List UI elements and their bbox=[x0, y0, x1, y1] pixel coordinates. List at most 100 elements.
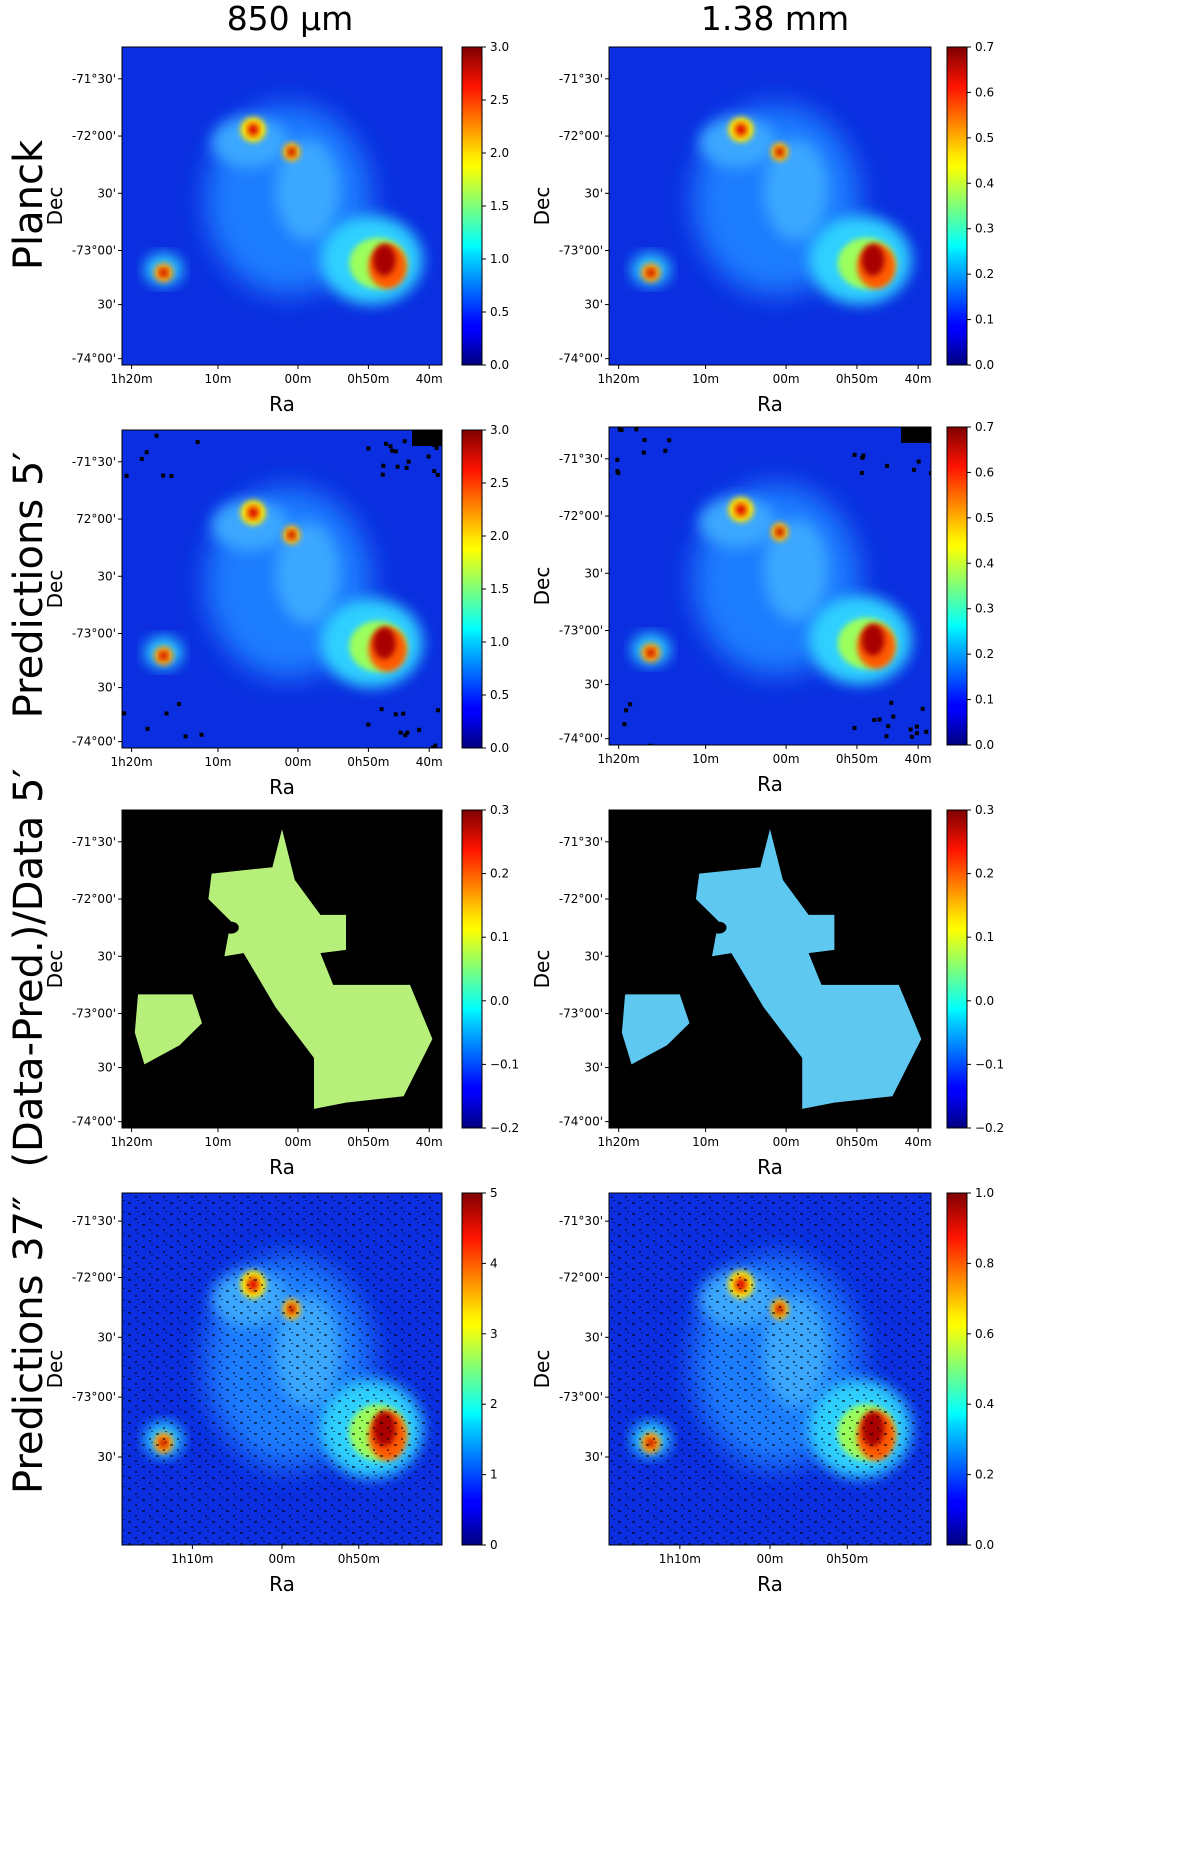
dec-tick-label: 30' bbox=[584, 566, 603, 580]
emission-blob bbox=[211, 116, 289, 168]
residual-region bbox=[695, 829, 922, 1109]
heatmap-image-3 bbox=[609, 427, 931, 745]
colorbar-tick-label: 1.0 bbox=[490, 252, 509, 266]
dec-tick-label: -73°00' bbox=[72, 244, 116, 258]
ra-tick-label: 40m bbox=[905, 372, 932, 386]
y-axis-label: Dec bbox=[43, 570, 67, 609]
ra-tick-label: 1h20m bbox=[598, 752, 640, 766]
colorbar bbox=[461, 429, 483, 749]
colorbar-tick-label: 0.5 bbox=[490, 688, 509, 702]
panel-2: 1h20m 10m 00m 0h50m 40m -71°30' 72°00' 30' -73°0… bbox=[43, 423, 509, 799]
panel-3: 1h20m 10m 00m 0h50m 40m -71°30' -72°00' 30' -73°… bbox=[530, 420, 994, 796]
emission-blob bbox=[373, 244, 396, 276]
dec-tick-label: -74°00' bbox=[72, 735, 116, 749]
ra-tick-label: 00m bbox=[285, 372, 312, 386]
emission-blob bbox=[275, 522, 340, 624]
emission-blob bbox=[775, 527, 784, 537]
colorbar bbox=[946, 809, 968, 1129]
colorbar-tick-label: 2.5 bbox=[490, 476, 509, 490]
colorbar-tick-label: 0.7 bbox=[975, 40, 994, 54]
ra-tick-label: 10m bbox=[692, 1135, 719, 1149]
panel-frame bbox=[608, 809, 932, 1129]
colorbar-tick-label: 0.3 bbox=[975, 222, 994, 236]
heatmap-image-0 bbox=[122, 47, 442, 365]
colorbar-tick-label: −0.2 bbox=[490, 1121, 519, 1135]
dec-tick-label: -72°00' bbox=[559, 892, 603, 906]
ra-tick-label: 00m bbox=[773, 1135, 800, 1149]
column-title-850: 850 μm bbox=[227, 0, 354, 38]
colorbar-tick-label: 0.6 bbox=[975, 85, 994, 99]
colorbar-tick-label: 0.0 bbox=[490, 741, 509, 755]
colorbar bbox=[461, 46, 483, 366]
ra-tick-label: 10m bbox=[205, 1135, 232, 1149]
ra-tick-label: 1h20m bbox=[110, 755, 152, 769]
colorbar-tick-label: 0.0 bbox=[975, 358, 994, 372]
dec-tick-label: 30' bbox=[584, 1330, 603, 1344]
dec-tick-label: 30' bbox=[97, 569, 116, 583]
x-axis-label: Ra bbox=[269, 1572, 295, 1596]
ra-tick-label: 10m bbox=[692, 372, 719, 386]
ra-tick-label: 0h50m bbox=[836, 752, 878, 766]
emission-blob bbox=[861, 244, 885, 276]
emission-blob bbox=[287, 147, 296, 157]
colorbar-tick-label: 1.0 bbox=[975, 1186, 994, 1200]
ra-tick-label: 1h10m bbox=[659, 1552, 701, 1566]
colorbar-tick-label: 1.5 bbox=[490, 199, 509, 213]
colorbar-tick-label: 0.6 bbox=[975, 1327, 994, 1341]
panel-0: 1h20m 10m 00m 0h50m 40m -71°30' -72°00' 30' -73°… bbox=[43, 40, 509, 416]
colorbar-tick-label: 0.4 bbox=[975, 176, 994, 190]
y-axis-label: Dec bbox=[530, 950, 554, 989]
panel-frame bbox=[608, 46, 932, 366]
colorbar-tick-label: 1 bbox=[490, 1468, 498, 1482]
colorbar-tick-label: 0.1 bbox=[975, 693, 994, 707]
panel-7: 1h10m 00m 0h50m -71°30' -72°00' 30' -73°00' 30'… bbox=[530, 1186, 994, 1596]
emission-blob bbox=[247, 506, 259, 520]
ra-tick-label: 40m bbox=[416, 755, 443, 769]
ra-tick-label: 00m bbox=[757, 1552, 784, 1566]
panel-5: 1h20m 10m 00m 0h50m 40m -71°30' -72°00' 30' -73°… bbox=[530, 803, 1004, 1179]
colorbar-tick-label: 2 bbox=[490, 1397, 498, 1411]
dec-tick-label: -71°30' bbox=[72, 835, 116, 849]
colorbar-tick-label: 0.8 bbox=[975, 1256, 994, 1270]
colorbar-tick-label: 0.0 bbox=[490, 994, 509, 1008]
colorbar-tick-label: 0.1 bbox=[975, 313, 994, 327]
dec-tick-label: 30' bbox=[584, 1061, 603, 1075]
colorbar-tick-label: 0.7 bbox=[975, 420, 994, 434]
dec-tick-label: -74°00' bbox=[559, 352, 603, 366]
x-axis-label: Ra bbox=[757, 392, 783, 416]
ra-tick-label: 00m bbox=[269, 1552, 296, 1566]
ra-tick-label: 1h10m bbox=[171, 1552, 213, 1566]
ra-tick-label: 0h50m bbox=[836, 372, 878, 386]
emission-blob bbox=[373, 627, 396, 659]
colorbar-tick-label: −0.2 bbox=[975, 1121, 1004, 1135]
ra-tick-label: 0h50m bbox=[347, 1135, 389, 1149]
dec-tick-label: 30' bbox=[97, 681, 116, 695]
colorbar-tick-label: 3.0 bbox=[490, 40, 509, 54]
colorbar-tick-label: −0.1 bbox=[975, 1057, 1004, 1071]
emission-blob bbox=[646, 268, 655, 277]
colorbar-tick-label: 0.1 bbox=[975, 930, 994, 944]
colorbar-tick-label: 4 bbox=[490, 1256, 498, 1270]
colorbar bbox=[461, 1192, 483, 1546]
panel-frame bbox=[121, 46, 443, 366]
heatmap-image-1 bbox=[609, 47, 931, 365]
y-axis-label: Dec bbox=[530, 567, 554, 606]
colorbar-tick-label: 0.2 bbox=[975, 867, 994, 881]
dec-tick-label: -73°00' bbox=[559, 1390, 603, 1404]
emission-blob bbox=[211, 499, 289, 551]
x-axis-label: Ra bbox=[269, 775, 295, 799]
y-axis-label: Dec bbox=[43, 950, 67, 989]
emission-blob bbox=[763, 139, 828, 241]
emission-blob bbox=[763, 519, 828, 621]
colorbar-tick-label: 0.1 bbox=[490, 930, 509, 944]
colorbar-tick-label: 2.5 bbox=[490, 93, 509, 107]
emission-blob bbox=[735, 123, 747, 137]
ra-tick-label: 10m bbox=[205, 755, 232, 769]
colorbar-tick-label: 2.0 bbox=[490, 146, 509, 160]
ra-tick-label: 00m bbox=[285, 755, 312, 769]
panel-frame bbox=[608, 426, 932, 746]
emission-blob bbox=[699, 496, 777, 548]
colorbar-tick-label: 0.0 bbox=[975, 738, 994, 752]
dec-tick-label: 30' bbox=[97, 298, 116, 312]
emission-blob bbox=[735, 503, 747, 517]
